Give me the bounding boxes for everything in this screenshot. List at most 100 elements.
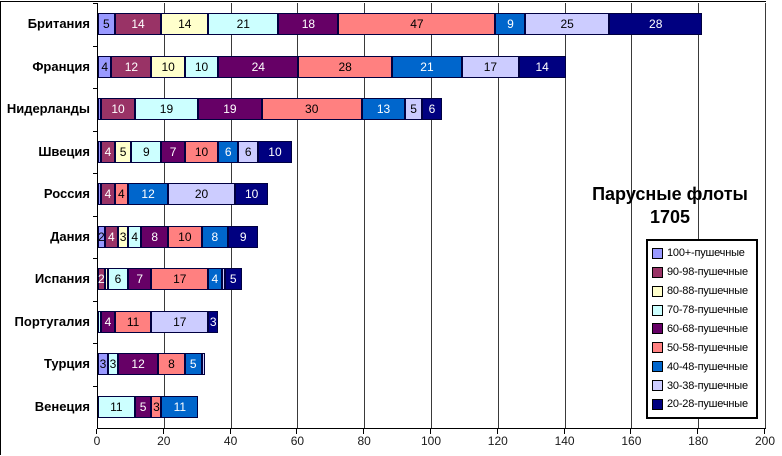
x-tick-label: 60 — [290, 434, 305, 448]
y-axis-tick — [93, 300, 98, 302]
bar-segment: 5 — [224, 268, 242, 291]
data-label: 3 — [209, 314, 217, 329]
legend-item: 50-58-пушечные — [652, 342, 754, 354]
bar-segment: 4 — [114, 183, 129, 206]
y-axis-tick — [93, 130, 98, 132]
legend-swatch-icon — [652, 285, 663, 297]
data-label: 10 — [268, 144, 282, 159]
legend-item: 60-68-пушечные — [652, 323, 754, 335]
bar-row-6: 2 6 7 17 4 5 — [98, 268, 242, 291]
data-label: 4 — [104, 187, 112, 202]
x-tick-label: 160 — [621, 434, 642, 448]
bar-row-9: 11 5 3 11 — [98, 395, 199, 418]
x-axis-tick — [630, 429, 632, 434]
chart-title: Парусные флоты 1705 — [570, 183, 770, 229]
bar-segment: 4 — [98, 55, 112, 78]
x-tick-label: 120 — [487, 434, 508, 448]
bar-segment: 9 — [495, 13, 526, 36]
bar-row-5: 2 4 3 4 8 10 8 9 — [98, 225, 259, 248]
bar-segment: 6 — [218, 140, 239, 163]
y-axis-tick — [93, 258, 98, 259]
bar-segment: 4 — [104, 225, 119, 248]
bar-segment: 11 — [98, 395, 135, 418]
bar-segment: 10 — [168, 225, 202, 248]
bar-segment: 14 — [518, 55, 566, 78]
bar-segment: 7 — [128, 268, 152, 291]
bar-segment: 17 — [151, 310, 209, 333]
category-label: Нидерланды — [6, 101, 90, 117]
bar-segment: 11 — [161, 395, 199, 418]
category-label: Дания — [50, 228, 90, 244]
legend-item: 80-88-пушечные — [652, 285, 754, 297]
bar-segment: 17 — [462, 55, 519, 78]
x-tick-label: 0 — [93, 434, 101, 448]
y-axis-tick — [93, 45, 98, 47]
legend-label: 20-28-пушечные — [667, 398, 748, 411]
chart-title-line1: Парусные флоты — [592, 184, 748, 204]
data-label: 9 — [507, 17, 514, 32]
category-label: Венеция — [34, 398, 90, 414]
data-label: 4 — [104, 314, 112, 329]
legend-swatch-icon — [652, 266, 663, 278]
bar-segment: 5 — [98, 13, 115, 36]
data-label: 4 — [108, 229, 115, 244]
y-axis-tick — [93, 173, 98, 174]
bar-row-0: 5 14 14 21 18 47 9 25 28 — [98, 13, 703, 36]
bar-segment: 13 — [361, 98, 406, 121]
data-label: 24 — [251, 59, 265, 74]
data-label: 18 — [301, 17, 316, 32]
bar-segment: 3 — [118, 225, 129, 248]
category-label: Россия — [43, 186, 90, 202]
data-label: 3 — [99, 357, 107, 372]
legend-label: 90-98-пушечные — [667, 266, 748, 279]
chart-title-line2: 1705 — [649, 207, 691, 227]
bar-segment: 21 — [391, 55, 463, 78]
bar-segment: 12 — [118, 353, 159, 376]
legend-label: 100+-пушечные — [667, 247, 745, 260]
bar-segment: 10 — [101, 98, 135, 121]
data-label: 6 — [244, 144, 252, 159]
data-label: 4 — [211, 272, 219, 287]
data-label: 17 — [173, 314, 187, 329]
data-label: 5 — [189, 357, 197, 372]
x-tick-label: 180 — [688, 434, 709, 448]
data-label: 21 — [236, 17, 250, 32]
data-label: 8 — [168, 357, 175, 372]
data-label: 28 — [338, 59, 352, 74]
data-label: 4 — [118, 187, 125, 202]
data-label: 5 — [103, 17, 110, 32]
bar-segment: 3 — [151, 395, 162, 418]
legend-label: 40-48-пушечные — [667, 360, 748, 373]
bar-segment: 18 — [278, 13, 339, 36]
gridline-x-60 — [297, 3, 299, 428]
gridline-x-180 — [698, 3, 700, 428]
bar-segment: 10 — [184, 55, 219, 78]
bar-segment: 8 — [158, 353, 185, 376]
gridline-x-120 — [497, 3, 499, 428]
legend-item: 70-78-пушечные — [652, 304, 754, 316]
legend-item: 30-38-пушечные — [652, 380, 754, 392]
bar-segment: 10 — [151, 55, 185, 78]
bar-segment: 21 — [208, 13, 279, 36]
data-label: 5 — [119, 144, 127, 159]
x-tick-label: 20 — [157, 434, 171, 448]
data-label: 6 — [114, 272, 122, 287]
gridline-x-80 — [364, 3, 366, 428]
legend-swatch-icon — [652, 247, 663, 259]
category-label: Турция — [43, 356, 90, 372]
bar-segment: 7 — [161, 140, 185, 163]
bar-segment: 9 — [131, 140, 162, 163]
category-label: Испания — [34, 271, 90, 287]
data-label: 6 — [428, 102, 436, 117]
x-axis-tick — [162, 429, 164, 434]
bar-segment: 2 — [98, 225, 105, 248]
bar-row-7: 4 11 17 3 — [98, 310, 219, 333]
legend-label: 70-78-пушечные — [667, 304, 748, 317]
data-label: 10 — [244, 187, 259, 202]
legend-item: 90-98-пушечные — [652, 266, 754, 278]
bar-segment — [98, 98, 102, 121]
chart-border-left — [0, 1, 1, 455]
chart-border-top — [0, 1, 766, 2]
data-label: 14 — [131, 17, 145, 32]
bar-segment: 14 — [114, 13, 162, 36]
